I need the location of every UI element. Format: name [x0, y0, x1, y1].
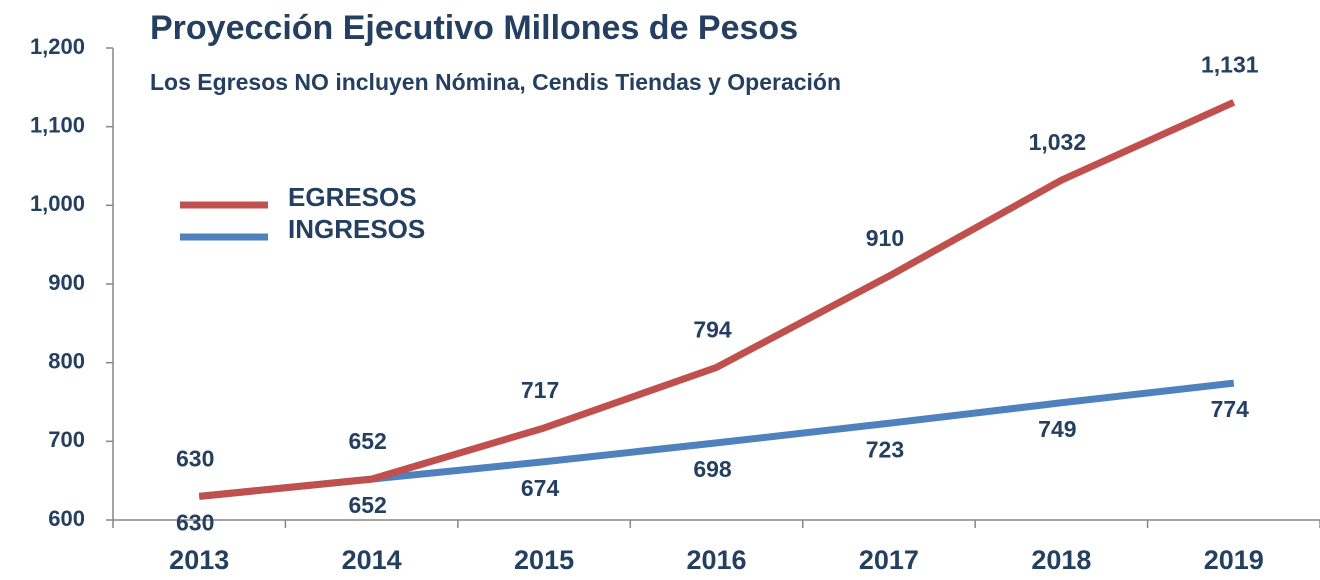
x-tick-label: 2018 — [1031, 545, 1091, 575]
y-tick-label: 900 — [48, 270, 85, 295]
y-tick-label: 800 — [48, 348, 85, 373]
data-label: 674 — [521, 475, 560, 501]
data-label: 794 — [693, 316, 732, 342]
x-tick-label: 2019 — [1204, 545, 1264, 575]
y-tick-label: 600 — [48, 506, 85, 531]
y-tick-label: 1,100 — [30, 112, 85, 137]
series-line — [198, 99, 1236, 500]
y-tick-label: 1,000 — [30, 191, 85, 216]
data-label: 698 — [693, 456, 732, 482]
data-label: 774 — [1211, 396, 1250, 422]
y-tick-label: 700 — [48, 427, 85, 452]
chart-title: Proyección Ejecutivo Millones de Pesos — [150, 9, 798, 47]
x-tick-label: 2013 — [169, 545, 229, 575]
data-label: 1,131 — [1201, 51, 1259, 77]
data-label: 630 — [176, 509, 214, 535]
chart-subtitle: Los Egresos NO incluyen Nómina, Cendis T… — [150, 69, 841, 95]
data-label: 723 — [866, 436, 904, 462]
x-tick-label: 2016 — [686, 545, 746, 575]
legend-label: EGRESOS — [288, 182, 417, 212]
data-label: 652 — [348, 428, 386, 454]
data-label: 749 — [1038, 416, 1076, 442]
data-label: 717 — [521, 377, 559, 403]
data-label: 1,032 — [1029, 129, 1087, 155]
data-label: 630 — [176, 445, 214, 471]
y-tick-label: 1,200 — [30, 34, 85, 59]
x-tick-label: 2017 — [859, 545, 919, 575]
data-label: 652 — [348, 492, 386, 518]
x-tick-label: 2014 — [342, 545, 402, 575]
data-label: 910 — [866, 225, 904, 251]
legend-label: INGRESOS — [288, 214, 425, 244]
x-tick-label: 2015 — [514, 545, 574, 575]
